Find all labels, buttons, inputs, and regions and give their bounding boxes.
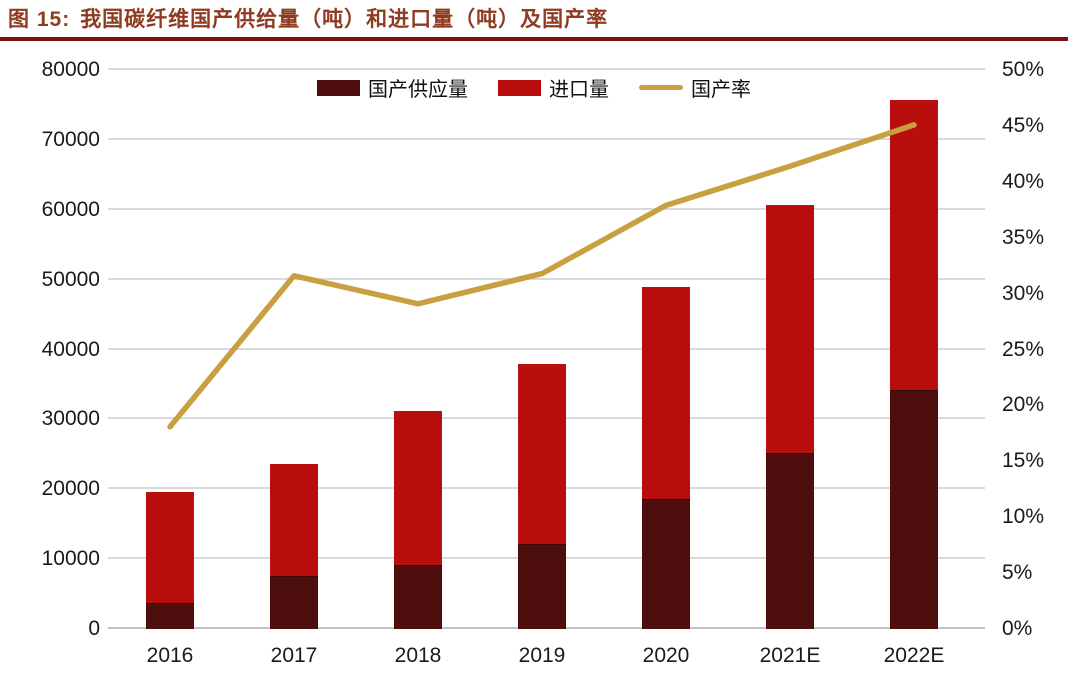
left-axis-tick: 70000 [41, 127, 100, 151]
x-axis-label: 2022E [883, 644, 945, 667]
title-rule [0, 37, 1068, 41]
legend-label: 进口量 [549, 79, 609, 101]
gridline [108, 68, 985, 70]
x-axis-label: 2021E [759, 644, 821, 667]
right-axis-tick: 25% [1002, 337, 1045, 361]
right-axis-tick: 35% [1002, 225, 1045, 249]
left-axis-tick: 0 [88, 617, 100, 640]
bar-domestic-supply [642, 498, 690, 629]
gridline [108, 277, 985, 280]
legend-bar-swatch [498, 79, 541, 96]
x-axis-label: 2019 [518, 644, 566, 667]
x-axis-label: 2020 [642, 644, 690, 667]
legend-item-domestic: 国产供应量 [317, 73, 468, 102]
left-axis-tick: 40000 [41, 337, 100, 361]
right-axis-tick: 50% [1002, 58, 1045, 81]
legend: 国产供应量 进口量 国产率 [317, 73, 751, 102]
bar-domestic-supply [146, 602, 194, 629]
bar-import-volume [642, 287, 690, 499]
bar-import-volume [270, 463, 318, 577]
right-axis-tick: 20% [1002, 393, 1045, 417]
legend-item-import: 进口量 [498, 73, 609, 102]
gridline [108, 137, 985, 140]
gridline [108, 207, 985, 210]
left-axis-tick: 50000 [41, 267, 100, 291]
bar-domestic-supply [270, 576, 318, 629]
legend-label: 国产供应量 [368, 79, 468, 101]
bar-domestic-supply [518, 544, 566, 629]
right-axis-tick: 10% [1002, 505, 1045, 529]
x-axis-label: 2016 [146, 644, 194, 667]
legend-bar-swatch [317, 79, 360, 96]
figure-header: 图 15: 我国碳纤维国产供给量（吨）和进口量（吨）及国产率 [0, 0, 1068, 36]
right-axis-tick: 0% [1002, 617, 1033, 640]
gridline [108, 347, 985, 350]
right-axis-tick: 30% [1002, 281, 1045, 305]
right-axis-tick: 45% [1002, 113, 1045, 137]
right-axis-tick: 40% [1002, 169, 1045, 193]
bar-import-volume [890, 100, 938, 391]
figure-number: 图 15: [8, 8, 71, 31]
x-axis-label: 2017 [270, 644, 318, 667]
left-axis-tick: 60000 [41, 197, 100, 221]
left-axis-tick: 10000 [41, 547, 100, 571]
bar-domestic-supply [394, 565, 442, 629]
figure-title: 我国碳纤维国产供给量（吨）和进口量（吨）及国产率 [80, 8, 609, 31]
left-axis-tick: 80000 [41, 58, 100, 81]
legend-line-swatch [639, 85, 683, 90]
x-axis-label: 2018 [394, 644, 442, 667]
bar-domestic-supply [766, 453, 814, 629]
bar-import-volume [146, 491, 194, 603]
bar-import-volume [766, 205, 814, 454]
legend-item-rate: 国产率 [639, 73, 751, 102]
bar-import-volume [394, 411, 442, 566]
legend-label: 国产率 [691, 79, 751, 101]
bar-import-volume [518, 363, 566, 545]
chart-area: 0 10000 20000 30000 40000 50000 60000 70000 8000… [0, 41, 1068, 678]
right-axis-tick: 15% [1002, 449, 1045, 473]
left-axis-tick: 30000 [41, 407, 100, 431]
bar-domestic-supply [890, 390, 938, 629]
right-axis-tick: 5% [1002, 561, 1033, 585]
left-axis-tick: 20000 [41, 477, 100, 501]
